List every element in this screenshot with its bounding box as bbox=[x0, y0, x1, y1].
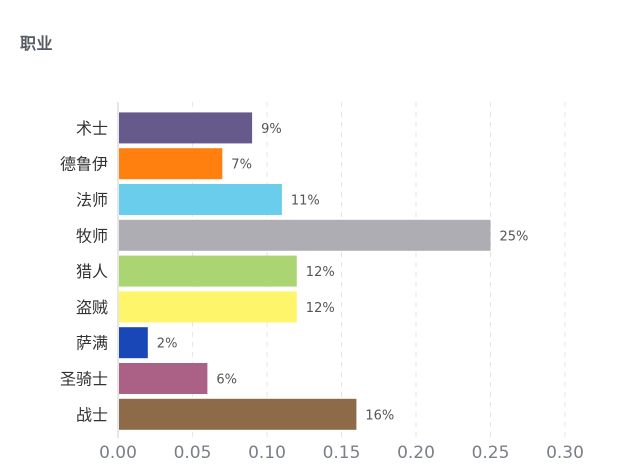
value-label: 9% bbox=[261, 122, 282, 137]
category-label: 猎人 bbox=[76, 262, 108, 281]
x-tick-label: 0.25 bbox=[472, 443, 510, 463]
value-label: 12% bbox=[306, 301, 335, 316]
bar-4 bbox=[119, 255, 297, 287]
category-label: 圣骑士 bbox=[60, 370, 108, 389]
value-label: 2% bbox=[157, 337, 178, 352]
category-label: 萨满 bbox=[76, 334, 108, 353]
bar-1 bbox=[119, 148, 223, 180]
bar-8 bbox=[119, 398, 357, 430]
x-tick-label: 0.15 bbox=[323, 443, 361, 463]
category-label: 术士 bbox=[76, 119, 108, 138]
x-tick-label: 0.05 bbox=[174, 443, 212, 463]
x-tick-label: 0.00 bbox=[99, 443, 137, 463]
bar-6 bbox=[119, 327, 148, 359]
bar-5 bbox=[119, 291, 297, 323]
category-label: 牧师 bbox=[76, 226, 108, 245]
x-tick-label: 0.20 bbox=[397, 443, 435, 463]
value-label: 12% bbox=[306, 265, 335, 280]
x-tick-label: 0.30 bbox=[546, 443, 584, 463]
bar-2 bbox=[119, 184, 282, 215]
value-label: 25% bbox=[500, 229, 529, 244]
value-label: 6% bbox=[216, 373, 237, 388]
panel-title: 职业 bbox=[20, 34, 54, 53]
value-label: 7% bbox=[231, 158, 252, 173]
category-label: 战士 bbox=[76, 405, 108, 424]
value-label: 16% bbox=[365, 408, 394, 423]
value-label: 11% bbox=[291, 194, 320, 209]
bar-3 bbox=[119, 219, 491, 251]
bar-7 bbox=[119, 363, 208, 394]
category-label: 德鲁伊 bbox=[60, 155, 108, 174]
category-label: 法师 bbox=[76, 191, 108, 210]
x-tick-label: 0.10 bbox=[248, 443, 286, 463]
category-label: 盗贼 bbox=[76, 298, 108, 317]
bar-0 bbox=[119, 112, 253, 144]
